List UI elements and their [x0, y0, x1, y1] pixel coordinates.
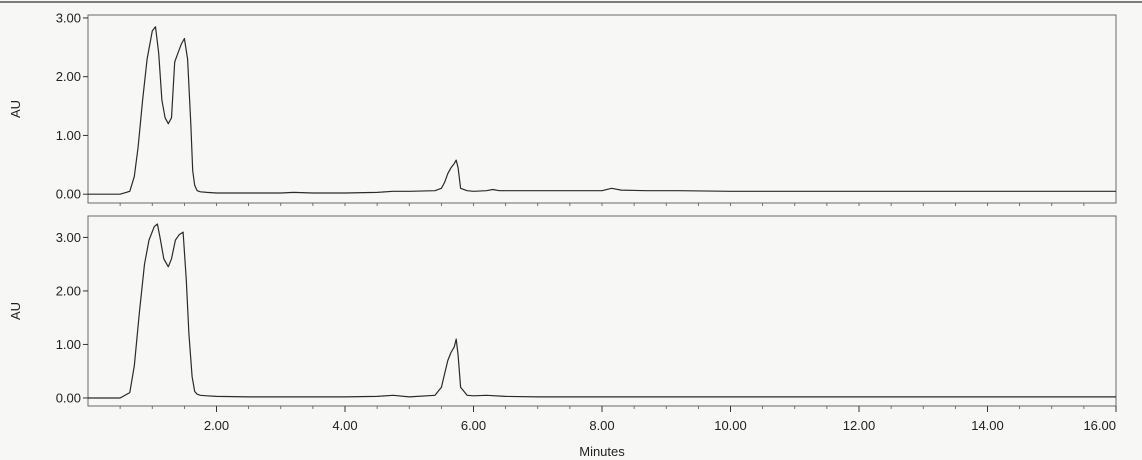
y-tick-label: 2.00: [56, 283, 81, 298]
y-tick-label: 3.00: [56, 10, 81, 25]
y-tick-label: 0.00: [56, 390, 81, 405]
y-tick-label: 3.00: [56, 230, 81, 245]
plot-frame-1: [87, 14, 1117, 204]
y-axis-label: AU: [8, 100, 23, 118]
x-tick-label: 4.00: [332, 418, 357, 433]
x-tick-label: 12.00: [843, 418, 876, 433]
x-tick-label: 14.00: [971, 418, 1004, 433]
chromatogram-trace-1: [88, 26, 1116, 195]
x-tick-label: 10.00: [714, 418, 747, 433]
y-tick-label: 1.00: [56, 337, 81, 352]
y-tick-label: 0.00: [56, 187, 81, 202]
x-tick-label: 8.00: [589, 418, 614, 433]
y-axis-label: AU: [8, 302, 23, 320]
y-tick-label: 1.00: [56, 128, 81, 143]
x-tick-label: 16.00: [1083, 418, 1116, 433]
x-tick-label: 6.00: [461, 418, 486, 433]
y-tick-label: 2.00: [56, 69, 81, 84]
plot-frame-2: [87, 215, 1117, 407]
x-axis-label: Minutes: [579, 444, 625, 459]
chromatogram-trace-2: [88, 223, 1116, 399]
x-tick-label: 2.00: [204, 418, 229, 433]
